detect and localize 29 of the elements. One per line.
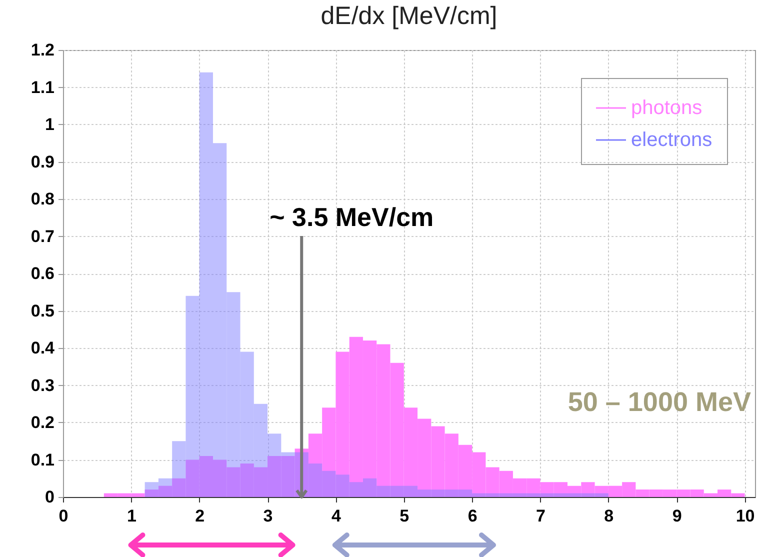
x-tick-label: 8 [604, 506, 614, 526]
y-tick-label: 0.6 [30, 264, 54, 283]
y-tick-label: 0.8 [30, 190, 54, 208]
y-tick-label: 0.5 [30, 301, 54, 320]
x-tick-label: 9 [672, 506, 682, 526]
x-tick-label: 2 [195, 506, 205, 526]
y-tick-label: 1 [45, 115, 54, 134]
legend-label: photons [631, 97, 702, 119]
y-tick-label: 0.4 [30, 338, 56, 358]
y-tick-label: 1.2 [30, 40, 54, 60]
x-tick-label: 6 [468, 506, 478, 526]
y-tick-label: 1.1 [30, 78, 54, 97]
legend-label: electrons [631, 129, 712, 151]
annotation: 50 – 1000 MeV [568, 387, 751, 417]
x-tick-label: 3 [263, 506, 273, 526]
annotation: ~ 3.5 MeV/cm [270, 202, 434, 232]
y-tick-label: 0.7 [30, 226, 54, 246]
y-tick-label: 0.9 [30, 152, 54, 172]
y-tick-label: 0 [45, 488, 54, 506]
y-tick-label: 0.1 [30, 450, 54, 470]
x-tick-label: 0 [58, 506, 68, 526]
chart-title: dE/dx [MeV/cm] [320, 2, 498, 30]
x-tick-label: 10 [736, 506, 755, 526]
x-tick-label: 4 [331, 506, 342, 526]
y-tick-label: 0.3 [30, 376, 54, 395]
x-tick-label: 1 [126, 506, 136, 526]
x-tick-label: 7 [536, 506, 546, 526]
y-tick-label: 0.2 [30, 413, 54, 432]
x-tick-label: 5 [400, 506, 410, 526]
